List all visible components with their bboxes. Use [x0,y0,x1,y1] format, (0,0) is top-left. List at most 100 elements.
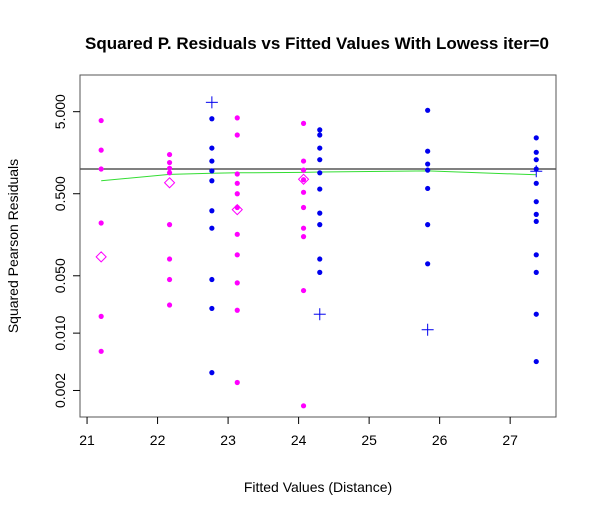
data-point [166,276,173,283]
data-point [317,132,323,138]
data-point [209,178,215,184]
diamond-point [163,177,176,189]
plus-point [313,308,326,321]
data-point [533,218,539,225]
data-point [209,158,215,164]
data-point [209,208,215,214]
data-point [533,358,539,365]
data-point [533,311,539,317]
data-point [300,177,307,183]
data-point [317,186,323,192]
diamond-point [95,251,107,263]
data-point [317,222,323,228]
chart-title: Squared P. Residuals vs Fitted Values Wi… [85,34,549,53]
data-point [300,287,307,294]
data-point [234,115,240,121]
data-point [300,225,307,231]
y-axis-label: Squared Pearson Residuals [5,159,21,333]
y-tick-label: 5.000 [52,94,68,129]
data-point [234,280,240,286]
diamond-point [297,173,310,185]
data-point [209,168,215,174]
data-point [533,157,539,163]
data-point [234,180,240,186]
data-point [425,222,431,228]
data-point [98,166,104,172]
x-tick-label: 22 [150,432,166,448]
diamond-point [231,203,243,216]
data-point [234,132,240,138]
data-point [209,370,215,376]
y-tick-label: 0.010 [52,315,68,350]
y-axis: 0.002 0.010 0.050 0.500 5.000 [52,94,80,408]
data-point [425,167,431,173]
x-tick-label: 25 [361,432,377,448]
data-point [166,151,173,158]
data-point [317,210,323,216]
data-point [209,145,215,151]
data-point [533,135,539,141]
data-point [234,204,240,211]
plus-point [421,323,434,336]
data-point [317,145,323,151]
plus-point [205,96,218,109]
data-point [209,305,215,312]
x-axis: 21 22 23 24 25 26 27 [79,417,518,448]
data-point [533,269,539,275]
lowess-curve [101,170,537,182]
data-point [300,234,307,240]
data-point [533,211,539,217]
x-tick-label: 26 [432,432,448,448]
data-point [98,348,104,354]
data-point [425,161,431,167]
x-axis-label: Fitted Values (Distance) [244,479,392,495]
data-point [166,256,173,262]
data-point [234,379,240,386]
data-point [166,222,173,228]
data-point [300,204,307,211]
data-point [234,252,240,258]
data-point [533,149,539,155]
data-point [300,120,307,126]
data-point [209,276,215,283]
data-point [234,191,240,197]
data-point [300,403,307,409]
data-point [300,189,307,195]
x-tick-label: 23 [220,432,236,448]
data-point [98,147,104,153]
data-point [317,269,323,275]
data-point [166,302,173,308]
data-point [98,117,104,124]
data-point [300,158,307,164]
data-point [533,180,539,186]
data-point [317,127,323,133]
data-point [317,256,323,262]
data-point [317,170,323,176]
x-tick-label: 27 [502,432,518,448]
data-point [425,107,431,113]
y-tick-label: 0.500 [52,176,68,211]
data-point [425,185,431,192]
y-tick-label: 0.002 [52,373,68,408]
data-point [234,171,240,177]
data-point [98,220,104,226]
data-point [209,116,215,122]
data-point [533,199,539,205]
x-tick-label: 24 [291,432,307,448]
plot-marks [80,96,556,409]
data-point [300,167,307,173]
plot-frame [79,74,557,418]
data-point [209,225,215,231]
data-point [425,148,431,154]
data-point [317,157,323,163]
data-point [425,261,431,267]
data-point [533,252,539,258]
data-point [166,165,173,171]
plus-point [530,165,543,178]
y-tick-label: 0.050 [52,258,68,293]
data-point [234,231,240,237]
data-point [166,159,173,166]
x-tick-label: 21 [79,432,95,448]
data-point [234,307,240,313]
